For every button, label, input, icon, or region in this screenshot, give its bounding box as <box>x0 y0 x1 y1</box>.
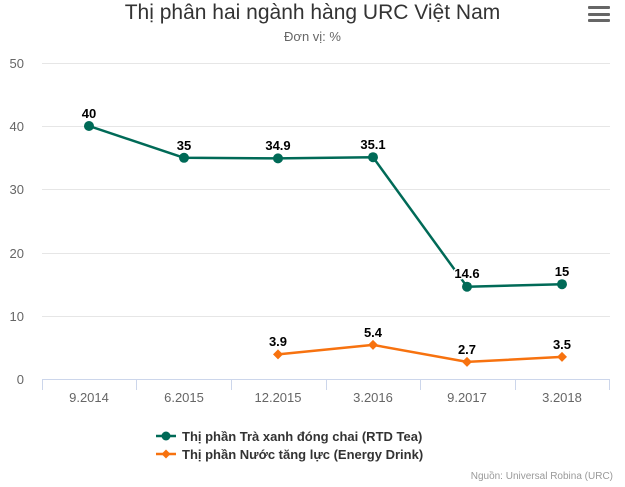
data-point[interactable] <box>273 153 283 164</box>
y-tick-label: 40 <box>10 119 24 134</box>
data-point[interactable] <box>368 339 378 350</box>
legend-label: Thị phần Trà xanh đóng chai (RTD Tea) <box>182 428 423 444</box>
x-tick-label: 3.2018 <box>542 390 582 405</box>
x-tick-label: 3.2016 <box>353 390 393 405</box>
chart-credits[interactable]: Nguồn: Universal Robina (URC) <box>470 471 613 482</box>
y-axis-labels: 0 10 20 30 40 50 <box>10 56 24 387</box>
hamburger-menu-icon[interactable] <box>588 6 610 24</box>
data-label: 5.4 <box>364 325 383 340</box>
y-tick-label: 0 <box>17 372 24 387</box>
chart-title: Thị phân hai ngành hàng URC Việt Nam <box>124 1 501 24</box>
y-tick-label: 20 <box>10 246 24 261</box>
data-label: 2.7 <box>458 342 476 357</box>
data-labels: 40 35 34.9 35.1 14.6 15 3.9 5.4 2.7 3.5 <box>80 105 572 359</box>
circle-marker-icon <box>156 431 176 441</box>
x-tick-label: 9.2014 <box>69 390 109 405</box>
data-label: 3.9 <box>269 334 287 349</box>
data-point[interactable] <box>557 351 567 362</box>
data-label: 34.9 <box>265 138 290 153</box>
series-energy-drink[interactable] <box>273 339 567 367</box>
legend-item-energy-drink[interactable]: Thị phần Nước tăng lực (Energy Drink) <box>156 445 423 463</box>
chart-subtitle: Đơn vị: % <box>284 29 341 44</box>
data-point[interactable] <box>368 152 378 163</box>
data-point[interactable] <box>462 356 472 367</box>
legend-item-rtd-tea[interactable]: Thị phần Trà xanh đóng chai (RTD Tea) <box>156 427 423 445</box>
data-point[interactable] <box>273 349 283 360</box>
data-label: 3.5 <box>553 337 571 352</box>
x-axis-labels: 9.2014 6.2015 12.2015 3.2016 9.2017 3.20… <box>69 390 582 405</box>
data-label: 35 <box>177 138 191 153</box>
x-axis <box>42 379 610 390</box>
x-tick-label: 6.2015 <box>164 390 204 405</box>
grid-lines <box>42 63 610 317</box>
legend-label: Thị phần Nước tăng lực (Energy Drink) <box>182 446 424 462</box>
data-label: 35.1 <box>360 137 385 152</box>
diamond-marker-icon <box>156 449 176 459</box>
data-label: 14.6 <box>454 266 479 281</box>
data-point[interactable] <box>84 121 94 131</box>
data-label: 40 <box>82 106 96 121</box>
series-rtd-tea[interactable] <box>84 121 567 292</box>
y-tick-label: 10 <box>10 309 24 324</box>
y-tick-label: 50 <box>10 56 24 71</box>
data-label: 15 <box>555 264 569 279</box>
x-tick-label: 9.2017 <box>447 390 487 405</box>
x-tick-label: 12.2015 <box>255 390 302 405</box>
data-point[interactable] <box>462 281 472 292</box>
data-point[interactable] <box>179 152 189 163</box>
chart-legend: Thị phần Trà xanh đóng chai (RTD Tea) Th… <box>156 427 423 463</box>
data-point[interactable] <box>557 279 567 290</box>
y-tick-label: 30 <box>10 182 24 197</box>
